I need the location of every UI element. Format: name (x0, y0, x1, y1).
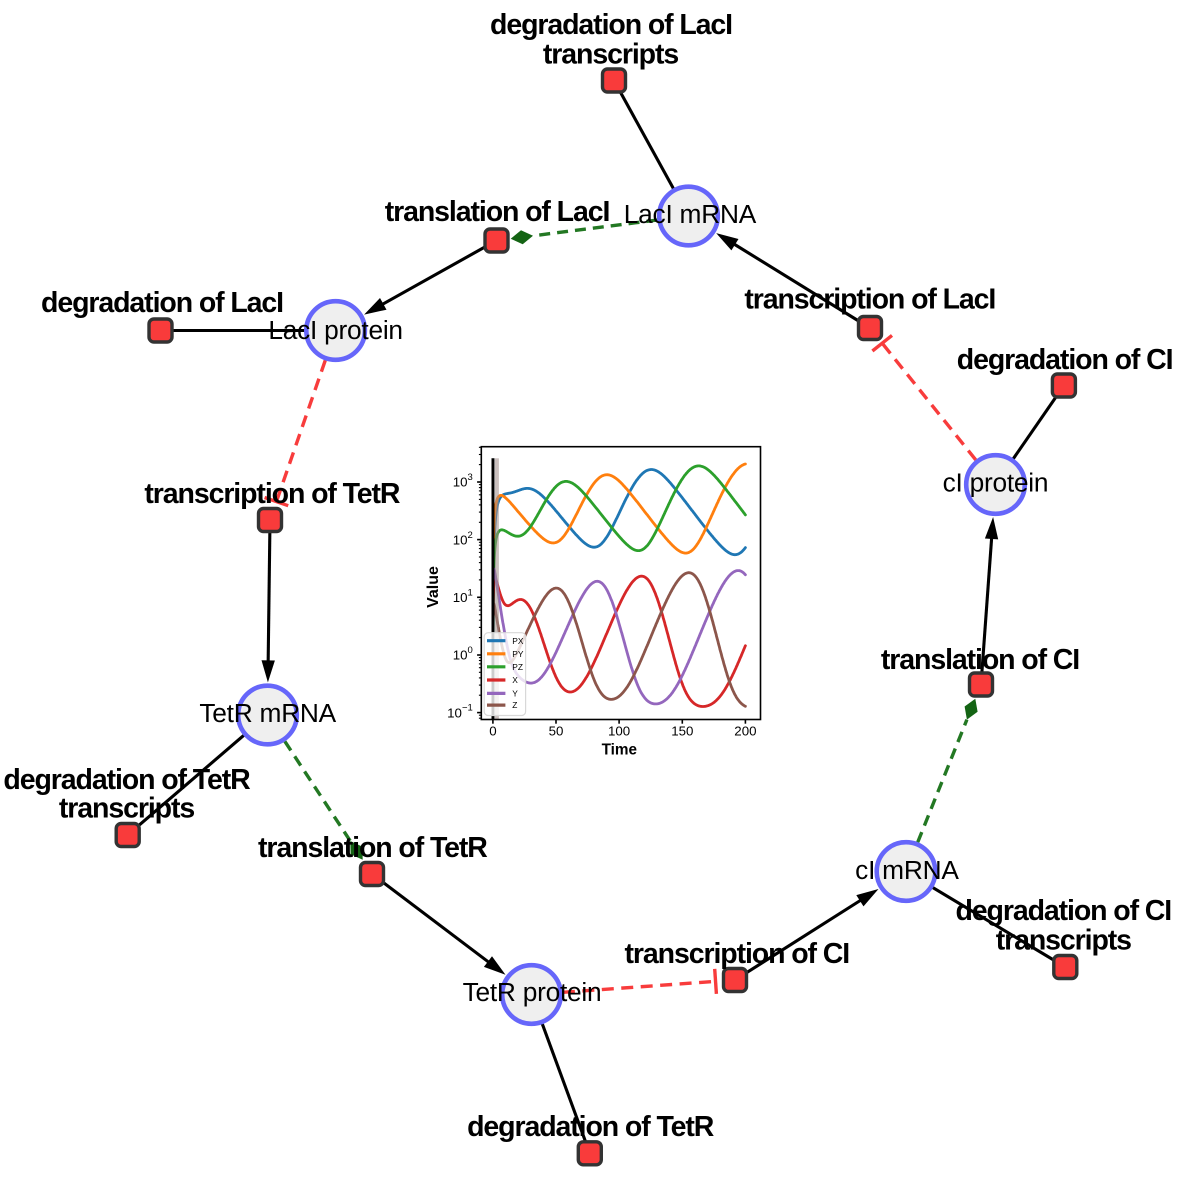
svg-text:translation of CI: translation of CI (881, 644, 1079, 676)
svg-text:translation of LacI: translation of LacI (385, 196, 610, 228)
svg-text:transcripts: transcripts (996, 924, 1131, 956)
svg-text:LacI mRNA: LacI mRNA (624, 199, 757, 229)
svg-text:transcription of LacI: transcription of LacI (744, 283, 995, 315)
svg-text:PX: PX (512, 636, 524, 646)
svg-text:translation of TetR: translation of TetR (258, 832, 487, 864)
svg-text:degradation of LacI: degradation of LacI (490, 9, 732, 41)
svg-text:transcripts: transcripts (543, 38, 678, 70)
svg-text:degradation of LacI: degradation of LacI (41, 287, 283, 319)
svg-text:degradation of CI: degradation of CI (957, 344, 1173, 376)
svg-text:X: X (512, 675, 518, 685)
svg-text:PZ: PZ (512, 662, 523, 672)
svg-text:150: 150 (671, 723, 693, 738)
svg-text:200: 200 (734, 723, 756, 738)
svg-text:transcription of CI: transcription of CI (625, 938, 850, 970)
svg-text:TetR protein: TetR protein (463, 977, 602, 1007)
svg-text:Y: Y (512, 689, 518, 699)
svg-text:Value: Value (425, 566, 442, 608)
svg-text:Time: Time (602, 742, 637, 759)
svg-text:cI mRNA: cI mRNA (855, 855, 959, 885)
svg-text:TetR mRNA: TetR mRNA (199, 698, 336, 728)
svg-text:transcripts: transcripts (59, 792, 194, 824)
svg-text:0: 0 (489, 723, 496, 738)
svg-text:degradation of TetR: degradation of TetR (3, 764, 250, 796)
svg-text:PY: PY (512, 649, 524, 659)
svg-text:degradation of TetR: degradation of TetR (467, 1111, 714, 1143)
svg-text:Z: Z (512, 700, 517, 710)
svg-text:degradation of CI: degradation of CI (955, 895, 1171, 927)
svg-text:50: 50 (549, 723, 564, 738)
svg-text:LacI protein: LacI protein (268, 315, 402, 345)
svg-text:100: 100 (608, 723, 630, 738)
svg-text:cI protein: cI protein (943, 468, 1049, 498)
svg-text:transcription of TetR: transcription of TetR (144, 478, 400, 510)
